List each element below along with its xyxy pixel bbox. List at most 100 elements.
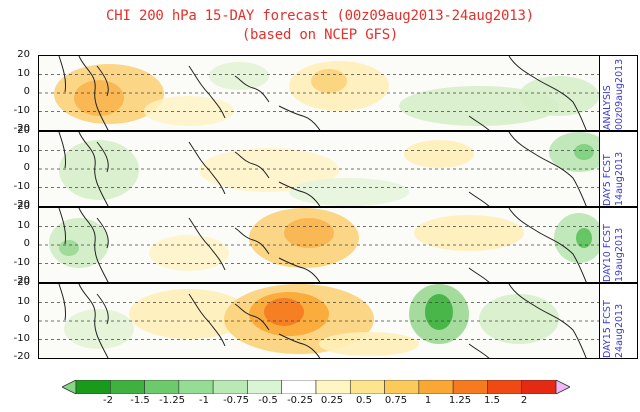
panel-label-day10: DAY10 FCST 19aug2013 xyxy=(600,207,638,283)
y-tick-label: 0 xyxy=(23,162,30,173)
y-tick-label: 20 xyxy=(17,49,30,60)
coastline xyxy=(78,284,109,358)
y-tick-label: 10 xyxy=(17,143,30,155)
panel-label-main: DAY5 FCST xyxy=(602,154,613,206)
coastline xyxy=(188,217,226,271)
coastline xyxy=(468,115,490,130)
anomaly-shading xyxy=(519,76,599,116)
panel-label-main: DAY15 FCST xyxy=(602,300,613,358)
coastline xyxy=(78,56,109,130)
y-tick-label: 0 xyxy=(23,314,30,325)
anomaly-shading xyxy=(64,309,134,349)
coastline xyxy=(96,217,109,249)
map-field xyxy=(39,56,599,130)
colorbar-tick-label: -1 xyxy=(199,395,209,406)
coastline xyxy=(508,132,587,206)
colorbar-swatch xyxy=(487,380,523,394)
anomaly-shading xyxy=(425,294,453,330)
map-field xyxy=(39,208,599,282)
y-tick-label: 10 xyxy=(17,67,30,79)
coastline xyxy=(96,293,109,325)
colorbar-swatch xyxy=(281,380,317,394)
colorbar-tick-label: 2 xyxy=(520,395,528,406)
coastline xyxy=(78,208,109,282)
colorbar-tick-label: -1.5 xyxy=(130,395,150,406)
y-tick-label: -20 xyxy=(13,123,30,134)
coastline xyxy=(468,343,490,358)
anomaly-shading xyxy=(209,62,269,90)
colorbar-tick-label: -0.75 xyxy=(223,395,249,406)
colorbar-swatch xyxy=(315,380,351,394)
anomaly-shading xyxy=(479,294,559,344)
colorbar-tick-label: 1.25 xyxy=(448,395,472,406)
y-tick-label: -10 xyxy=(13,104,30,116)
colorbar-over-arrow xyxy=(555,380,570,394)
coastline xyxy=(468,267,490,282)
y-tick-label: -20 xyxy=(13,275,30,286)
colorbar-swatch xyxy=(109,380,145,394)
panel-label-date: 14aug2013 xyxy=(614,151,625,206)
colorbar xyxy=(62,380,570,394)
colorbar-tick-label: -1.25 xyxy=(159,395,185,406)
coastline xyxy=(234,151,270,179)
anomaly-shading xyxy=(284,218,334,248)
coastline xyxy=(188,293,226,347)
y-tick-label: 20 xyxy=(17,277,30,288)
map-field xyxy=(39,284,599,358)
coastline xyxy=(58,284,66,321)
coastline xyxy=(234,75,270,103)
panel-label-date: 19aug2013 xyxy=(614,227,625,282)
coastline xyxy=(508,56,587,130)
colorbar-tick-label: -2 xyxy=(103,395,113,406)
y-tick-label: 10 xyxy=(17,219,30,231)
y-tick-label: -10 xyxy=(13,256,30,268)
coastline xyxy=(96,65,109,97)
colorbar-tick-label: -0.5 xyxy=(258,395,278,406)
colorbar-swatch xyxy=(418,380,454,394)
anomaly-shading xyxy=(144,96,234,126)
colorbar-swatch xyxy=(384,380,420,394)
colorbar-tick-label: -0.25 xyxy=(287,395,313,406)
coastline xyxy=(188,141,226,195)
anomaly-shading xyxy=(59,240,79,256)
coastline xyxy=(58,56,66,93)
colorbar-swatch xyxy=(521,380,557,394)
anomaly-shading xyxy=(149,235,229,271)
anomaly-shading xyxy=(199,148,339,192)
panel-day15 xyxy=(38,283,600,359)
panel-label-day15: DAY15 FCST 24aug2013 xyxy=(600,283,638,359)
colorbar-tick-label: 0.75 xyxy=(384,395,408,406)
y-tick-label: -10 xyxy=(13,332,30,344)
coastline xyxy=(278,105,321,130)
coastline xyxy=(508,208,587,282)
y-tick-label: 20 xyxy=(17,201,30,212)
anomaly-shading xyxy=(319,332,419,356)
colorbar-tick-label: 0.25 xyxy=(320,395,344,406)
coastline xyxy=(234,303,270,331)
figure-subtitle: (based on NCEP GFS) xyxy=(241,27,399,43)
panel-label-day5: DAY5 FCST 14aug2013 xyxy=(600,131,638,207)
anomaly-shading xyxy=(129,289,249,339)
coastline xyxy=(234,227,270,255)
colorbar-swatch xyxy=(144,380,180,394)
colorbar-swatch xyxy=(75,380,111,394)
anomaly-shading xyxy=(574,144,594,160)
panel-day10 xyxy=(38,207,600,283)
colorbar-swatch xyxy=(452,380,488,394)
anomaly-shading xyxy=(404,140,474,168)
anomaly-shading xyxy=(49,218,109,268)
coastline xyxy=(78,132,109,206)
coastline xyxy=(188,65,226,119)
panel-analysis xyxy=(38,55,600,131)
y-tick-label: -20 xyxy=(13,199,30,210)
coastline xyxy=(508,284,587,358)
coastline xyxy=(468,191,490,206)
panel-day5 xyxy=(38,131,600,207)
figure-title: CHI 200 hPa 15-DAY forecast (00z09aug201… xyxy=(106,8,534,24)
panel-label-main: DAY10 FCST xyxy=(602,224,613,282)
colorbar-tick-label: 1.5 xyxy=(484,395,500,406)
y-tick-label: 10 xyxy=(17,295,30,307)
y-tick-label: 0 xyxy=(23,86,30,97)
colorbar-swatch xyxy=(247,380,283,394)
